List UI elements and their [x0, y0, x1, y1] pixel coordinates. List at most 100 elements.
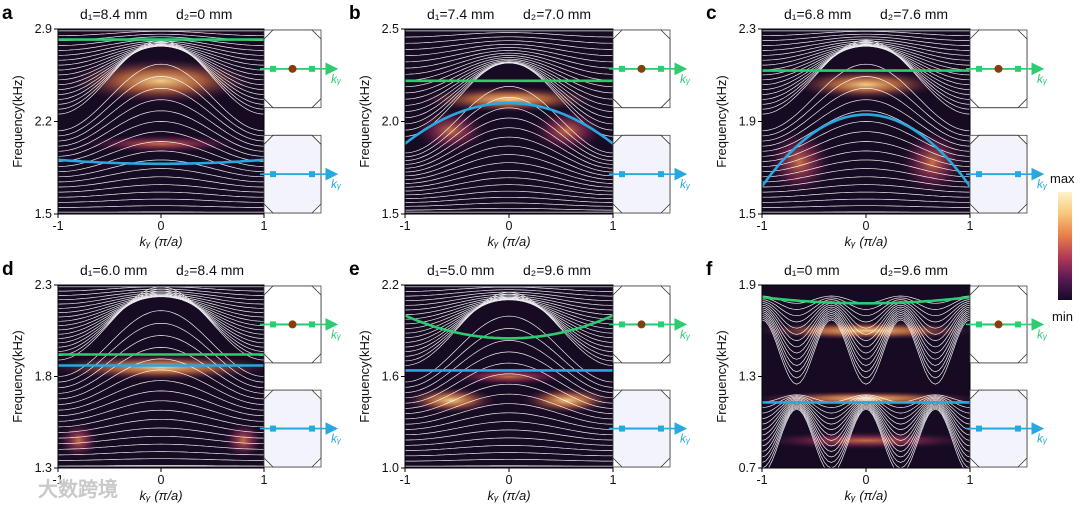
bulk-bands	[405, 286, 613, 467]
title-d1: d₁=6.0 mm	[80, 262, 147, 278]
watermark: 大数跨境	[38, 477, 118, 501]
title-d2: d₂=7.6 mm	[880, 6, 948, 22]
inset-bottom: kᵧ	[260, 389, 342, 468]
title-d1: d₁=5.0 mm	[427, 262, 494, 278]
inset-top: kᵧ	[966, 285, 1048, 364]
edge-state-green	[405, 314, 613, 340]
ky-arrow-label: kᵧ	[680, 177, 691, 191]
edge-state-blue	[762, 113, 970, 187]
y-tick-label: 1.5	[35, 207, 52, 221]
y-tick-label: 2.0	[382, 115, 399, 129]
x-tick-label: -1	[399, 219, 410, 233]
ky-arrow-label: kᵧ	[331, 432, 342, 446]
x-tick-label: -1	[399, 473, 410, 487]
inset-bottom: kᵧ	[966, 134, 1048, 214]
y-tick-label: 2.5	[382, 22, 399, 36]
y-axis-label: Frequency(kHz)	[357, 75, 372, 167]
y-axis-label: Frequency(kHz)	[714, 330, 729, 422]
inset-bottom: kᵧ	[966, 389, 1048, 468]
title-d2: d₂=8.4 mm	[176, 262, 244, 278]
colorbar-min-label: min	[1052, 309, 1073, 324]
y-axis-label: Frequency(kHz)	[10, 75, 25, 167]
edge-state-blue	[405, 101, 613, 145]
panel-c: 1.5 1.9 2.3 -1 0 1 Frequency(kHz) kᵧ (π/a) c d₁=6…	[706, 3, 1048, 249]
panel-b: 1.5 2.0 2.5 -1 0 1 Frequency(kHz) kᵧ (π/a) b d₁=7…	[349, 3, 691, 249]
edge-state-green	[762, 295, 970, 305]
y-tick-label: 2.2	[382, 278, 399, 292]
x-tick-label: -1	[52, 219, 63, 233]
x-axis-label: kᵧ (π/a)	[487, 234, 530, 249]
plot-area	[58, 29, 264, 214]
panel-letter: d	[2, 259, 14, 280]
y-tick-label: 2.9	[35, 22, 52, 36]
y-tick-label: 2.3	[739, 22, 756, 36]
bulk-bands	[58, 30, 264, 213]
x-axis-label: kᵧ (π/a)	[139, 234, 182, 249]
title-d2: d₂=9.6 mm	[523, 262, 591, 278]
colorbar-max-label: max	[1050, 171, 1075, 186]
plot-area	[405, 285, 613, 468]
x-tick-label: -1	[756, 219, 767, 233]
y-tick-label: 1.0	[382, 461, 399, 475]
panel-a: 1.5 2.2 2.9 -1 0 1 Frequency(kHz) kᵧ (π/a) a d₁=8…	[2, 3, 342, 249]
gamma-point-dot	[288, 320, 297, 329]
y-tick-label: 1.5	[382, 207, 399, 221]
inset-bottom: kᵧ	[609, 134, 691, 214]
x-tick-label: 0	[158, 473, 165, 487]
x-tick-label: 1	[261, 473, 268, 487]
panel-letter: f	[706, 259, 713, 280]
title-d2: d₂=9.6 mm	[880, 262, 948, 278]
inset-bottom: kᵧ	[260, 134, 342, 214]
plot-area	[762, 29, 970, 214]
y-tick-label: 1.9	[739, 278, 756, 292]
y-tick-label: 1.8	[35, 370, 52, 384]
x-axis-label: kᵧ (π/a)	[844, 234, 887, 249]
y-axis-label: Frequency(kHz)	[357, 330, 372, 422]
y-tick-label: 1.3	[739, 370, 756, 384]
x-tick-label: 1	[967, 219, 974, 233]
x-axis-label: kᵧ (π/a)	[487, 488, 530, 503]
inset-bottom: kᵧ	[609, 389, 691, 468]
ky-arrow-label: kᵧ	[331, 327, 342, 341]
gamma-point-dot	[288, 64, 297, 73]
x-axis-label: kᵧ (π/a)	[139, 488, 182, 503]
panel-letter: b	[349, 3, 361, 24]
ky-arrow-label: kᵧ	[331, 177, 342, 191]
panel-letter: c	[706, 3, 717, 24]
bulk-bands	[762, 30, 970, 213]
gamma-point-dot	[637, 320, 646, 329]
x-tick-label: 0	[158, 219, 165, 233]
y-tick-label: 1.5	[739, 207, 756, 221]
inset-top: kᵧ	[609, 285, 691, 364]
inset-top: kᵧ	[260, 29, 342, 109]
gamma-point-dot	[637, 64, 646, 73]
panel-d: 1.3 1.8 2.3 -1 0 1 Frequency(kHz) kᵧ (π/a) d d₁=6…	[2, 259, 342, 503]
panel-letter: a	[2, 3, 13, 24]
x-tick-label: 0	[863, 473, 870, 487]
y-tick-label: 1.3	[35, 461, 52, 475]
colorbar	[1058, 192, 1072, 300]
plot-area	[405, 29, 613, 214]
panel-e: 1.0 1.6 2.2 -1 0 1 Frequency(kHz) kᵧ (π/a) e d₁=5…	[349, 259, 691, 503]
y-tick-label: 2.2	[35, 115, 52, 129]
x-tick-label: 0	[506, 473, 513, 487]
plot-area	[58, 285, 264, 468]
y-tick-label: 1.9	[739, 115, 756, 129]
ky-arrow-label: kᵧ	[680, 72, 691, 86]
title-d2: d₂=0 mm	[176, 6, 232, 22]
inset-top: kᵧ	[966, 29, 1048, 109]
x-tick-label: 0	[506, 219, 513, 233]
y-axis-label: Frequency(kHz)	[714, 75, 729, 167]
x-tick-label: 0	[863, 219, 870, 233]
plot-area	[762, 285, 970, 468]
bulk-bands	[405, 30, 613, 213]
y-tick-label: 0.7	[739, 461, 756, 475]
x-tick-label: -1	[756, 473, 767, 487]
x-tick-label: 1	[261, 219, 268, 233]
title-d2: d₂=7.0 mm	[523, 6, 591, 22]
y-axis-label: Frequency(kHz)	[10, 330, 25, 422]
x-tick-label: 1	[610, 219, 617, 233]
y-tick-label: 2.3	[35, 278, 52, 292]
x-axis-label: kᵧ (π/a)	[844, 488, 887, 503]
